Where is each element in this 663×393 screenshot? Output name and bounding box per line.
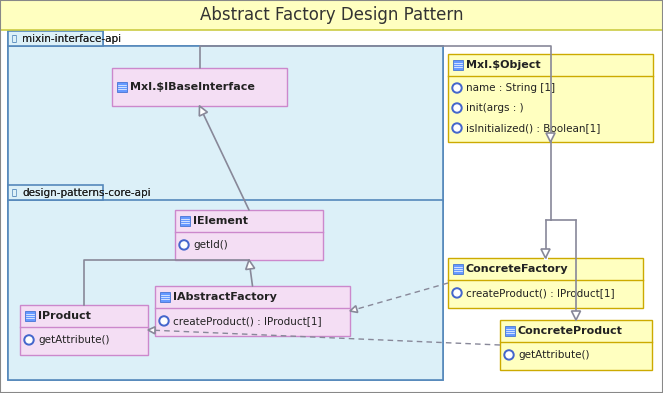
Bar (448, 258, 643, 308)
Circle shape (454, 290, 460, 296)
Polygon shape (246, 260, 255, 270)
Bar (8, 31, 103, 46)
Bar (8, 185, 103, 200)
Bar (155, 286, 350, 336)
Polygon shape (148, 327, 155, 334)
Text: name : String [1]: name : String [1] (466, 83, 555, 93)
Bar (0, 0, 663, 30)
Text: IProduct: IProduct (38, 311, 91, 321)
Text: MxI.$Object: MxI.$Object (466, 60, 540, 70)
Text: isInitialized() : Boolean[1]: isInitialized() : Boolean[1] (466, 123, 601, 133)
Text: createProduct() : IProduct[1]: createProduct() : IProduct[1] (173, 316, 322, 326)
Circle shape (454, 105, 460, 111)
Text: ⎕: ⎕ (12, 34, 17, 43)
Bar (453, 264, 463, 274)
Circle shape (506, 352, 512, 358)
Bar (453, 60, 463, 70)
Text: ConcreteFactory: ConcreteFactory (466, 264, 569, 274)
Circle shape (454, 125, 460, 131)
Circle shape (161, 318, 167, 324)
Bar (544, 218, 548, 260)
Bar (160, 292, 170, 302)
Circle shape (26, 337, 32, 343)
Bar (448, 54, 653, 142)
Bar (117, 82, 127, 92)
Text: ⎕: ⎕ (12, 34, 17, 43)
Text: ConcreteProduct: ConcreteProduct (518, 326, 623, 336)
Bar (8, 200, 443, 380)
Bar (505, 326, 515, 336)
Bar (8, 31, 103, 46)
Bar (8, 46, 443, 201)
Text: Abstract Factory Design Pattern: Abstract Factory Design Pattern (200, 6, 463, 24)
Circle shape (24, 335, 34, 345)
Bar (8, 200, 443, 380)
Circle shape (452, 83, 462, 93)
Bar (20, 305, 148, 355)
Circle shape (504, 350, 514, 360)
Circle shape (454, 85, 460, 91)
Bar (8, 185, 103, 200)
Circle shape (159, 316, 169, 326)
Circle shape (179, 240, 189, 250)
Bar (175, 210, 323, 260)
Polygon shape (350, 306, 358, 312)
Text: getAttribute(): getAttribute() (38, 335, 109, 345)
Text: design-patterns-core-api: design-patterns-core-api (22, 187, 151, 198)
Circle shape (452, 103, 462, 113)
Polygon shape (200, 106, 208, 116)
Bar (112, 68, 287, 106)
Polygon shape (541, 249, 550, 258)
Text: IAbstractFactory: IAbstractFactory (173, 292, 277, 302)
Circle shape (181, 242, 187, 248)
Bar (180, 216, 190, 226)
Bar (25, 311, 35, 321)
Bar (500, 320, 652, 370)
Text: mixin-interface-api: mixin-interface-api (22, 33, 121, 44)
Polygon shape (572, 311, 581, 320)
Text: ⎕: ⎕ (12, 188, 17, 197)
Text: init(args : ): init(args : ) (466, 103, 524, 113)
Text: createProduct() : IProduct[1]: createProduct() : IProduct[1] (466, 288, 615, 298)
Bar (8, 46, 443, 201)
Circle shape (452, 123, 462, 133)
Text: getAttribute(): getAttribute() (518, 350, 589, 360)
Text: ⎕: ⎕ (12, 188, 17, 197)
Text: MxI.$IBaseInterface: MxI.$IBaseInterface (130, 82, 255, 92)
Text: mixin-interface-api: mixin-interface-api (22, 33, 121, 44)
Polygon shape (546, 133, 555, 142)
Text: design-patterns-core-api: design-patterns-core-api (22, 187, 151, 198)
Text: IElement: IElement (193, 216, 248, 226)
Text: getId(): getId() (193, 240, 228, 250)
Circle shape (452, 288, 462, 298)
